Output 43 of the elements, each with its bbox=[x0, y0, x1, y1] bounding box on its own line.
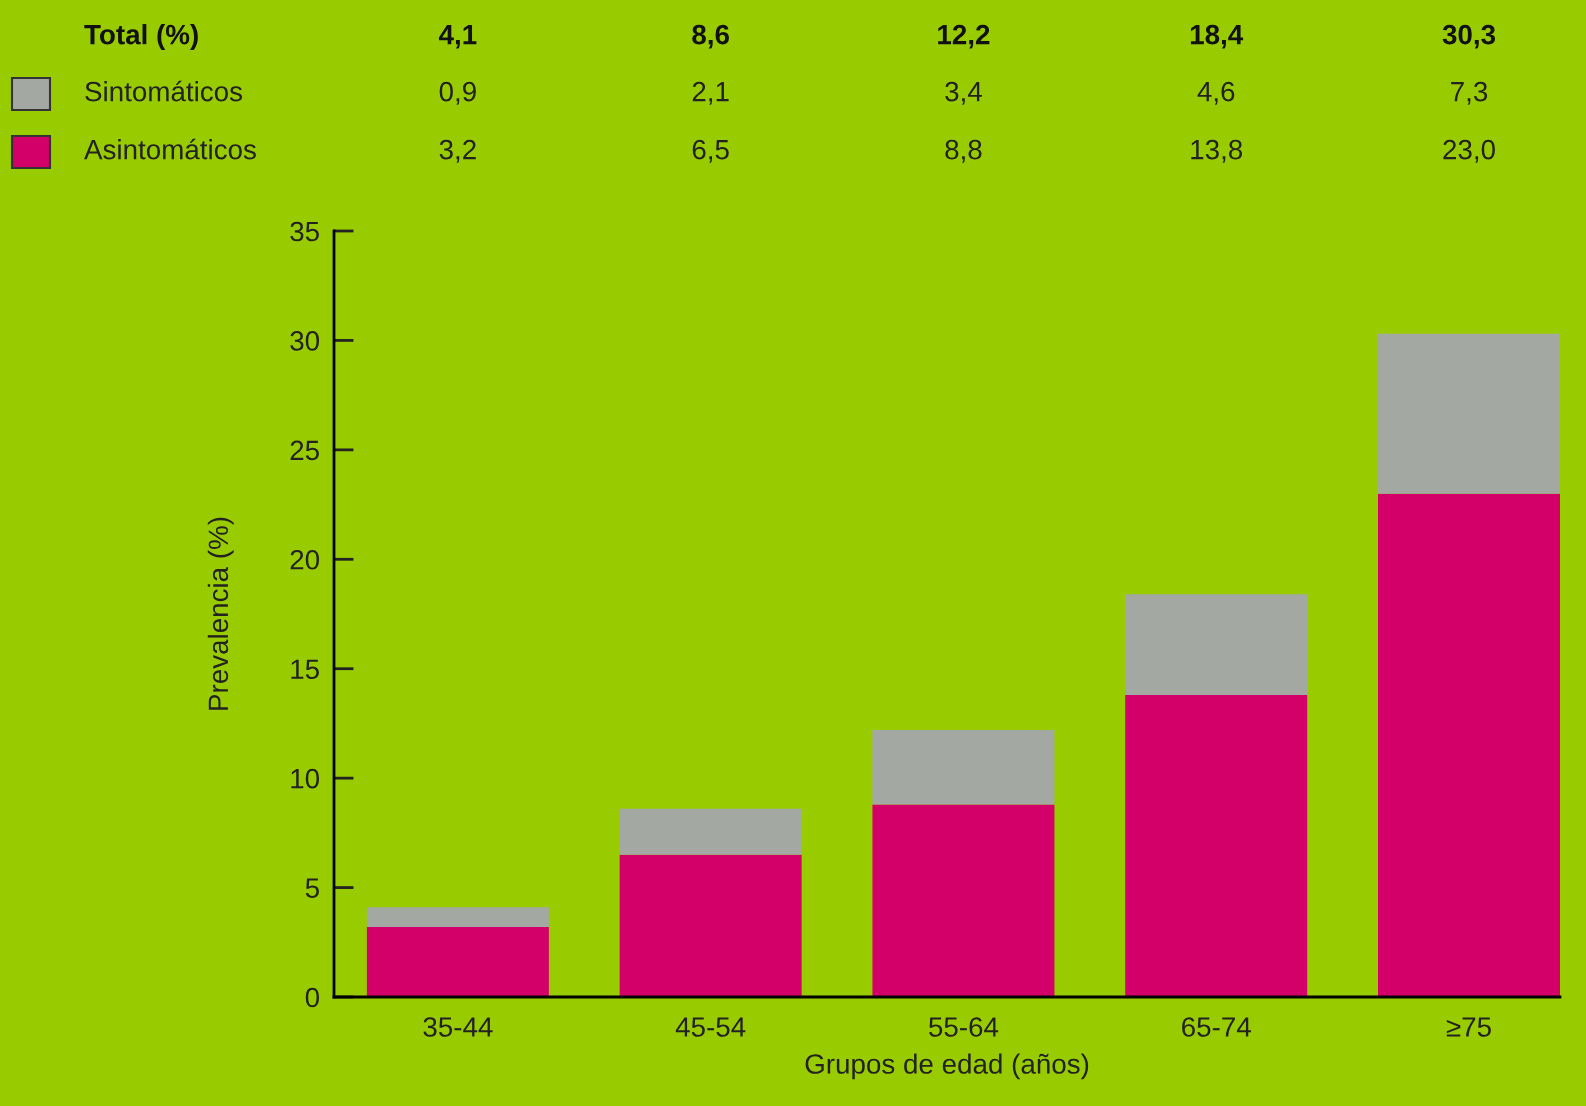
text: 4,1 bbox=[438, 25, 477, 49]
y-tick-label: 25 bbox=[290, 440, 319, 461]
data-label: 0,9 bbox=[439, 81, 476, 105]
data-label: 7,3 bbox=[1451, 81, 1488, 105]
x-tick-label: 35-44 bbox=[423, 1017, 493, 1037]
x-axis-title: Grupos de edad (años) bbox=[805, 1053, 1089, 1080]
text: 18,4 bbox=[1190, 24, 1244, 49]
text: 30,3 bbox=[1442, 24, 1496, 49]
bar bbox=[619, 854, 802, 997]
data-label: 3,4 bbox=[945, 81, 982, 105]
bar bbox=[1125, 694, 1308, 997]
x-tick-label: ≥75 bbox=[1446, 1017, 1491, 1037]
data-label: 8,8 bbox=[945, 139, 982, 163]
y-axis-title: Prevalencia (%) bbox=[207, 517, 234, 710]
y-tick-label: 5 bbox=[305, 878, 319, 898]
legend-label: Sintomáticos bbox=[85, 80, 243, 102]
y-tick-label: 30 bbox=[290, 331, 320, 351]
data-label: 3,2 bbox=[439, 139, 476, 163]
bar bbox=[872, 804, 1055, 997]
y-tick-label: 35 bbox=[290, 221, 319, 242]
text: 8,6 bbox=[692, 24, 729, 49]
y-tick-label: 15 bbox=[291, 659, 319, 680]
text: Total (%) bbox=[84, 24, 198, 50]
x-tick-label: 55-64 bbox=[929, 1017, 999, 1037]
y-tick-label: 0 bbox=[305, 987, 320, 1008]
bar bbox=[366, 926, 549, 997]
x-tick-label: 45-54 bbox=[675, 1017, 746, 1037]
y-tick-label: 20 bbox=[290, 549, 320, 570]
x-tick-label: 65-74 bbox=[1182, 1017, 1251, 1037]
legend-label: Asintomáticos bbox=[84, 138, 256, 160]
bar bbox=[1378, 493, 1560, 997]
y-tick-label: 10 bbox=[291, 768, 320, 789]
data-label: 6,5 bbox=[692, 139, 729, 163]
bar bbox=[872, 729, 1055, 805]
data-label: 2,1 bbox=[692, 81, 729, 105]
bar bbox=[1125, 594, 1308, 695]
bar bbox=[1378, 333, 1560, 494]
data-label: 23,0 bbox=[1443, 139, 1495, 163]
bar bbox=[619, 808, 802, 855]
bar bbox=[366, 907, 549, 927]
text: 12,2 bbox=[938, 24, 990, 49]
data-label: 13,8 bbox=[1191, 139, 1243, 163]
data-label: 4,6 bbox=[1197, 81, 1235, 105]
